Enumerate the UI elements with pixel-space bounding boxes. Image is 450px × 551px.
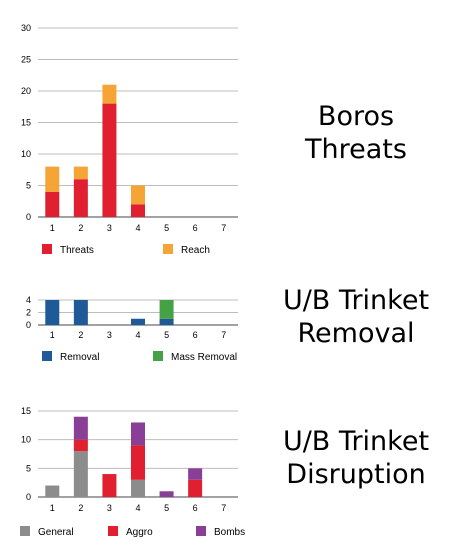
- bar-segment: [159, 300, 174, 319]
- bar-segment: [131, 479, 145, 497]
- legend-label: Threats: [60, 245, 94, 256]
- bar-segment: [73, 416, 88, 440]
- x-tick-label: 6: [193, 330, 198, 340]
- bar-segment: [188, 468, 203, 480]
- bar-segment: [131, 318, 145, 325]
- y-tick-label: 5: [26, 463, 31, 473]
- ub-trinket-removal-chart: 0 2 4 1 2 3 4 5 6 7 Removal Mass Removal: [26, 295, 238, 363]
- x-tick-label: 2: [78, 330, 83, 340]
- legend-swatch: [196, 526, 206, 536]
- title-line-1: Boros: [317, 101, 395, 132]
- bar-segment: [73, 451, 88, 497]
- bar-segment: [131, 445, 145, 480]
- bar-segment: [159, 491, 174, 497]
- legend-label: General: [38, 527, 74, 538]
- chart-title-ub-removal: U/B Trinket Removal: [262, 284, 450, 350]
- bar-segment: [131, 422, 145, 446]
- y-tick-label: 0: [26, 320, 31, 330]
- x-tick-label: 7: [221, 503, 226, 513]
- title-line-1: U/B Trinket: [282, 426, 430, 457]
- x-tick-label: 5: [164, 330, 169, 340]
- bar-segment: [102, 84, 117, 104]
- bar-segment: [131, 185, 145, 205]
- bar-segment: [102, 474, 117, 497]
- x-tick-label: 7: [221, 330, 226, 340]
- title-line-2: Threats: [305, 134, 407, 165]
- bar-segment: [45, 191, 60, 217]
- legend-label: Removal: [60, 352, 99, 363]
- legend-swatch: [153, 351, 163, 361]
- bar-segment: [159, 318, 174, 325]
- x-tick-label: 4: [135, 330, 140, 340]
- y-tick-label: 10: [21, 435, 31, 445]
- legend-swatch: [20, 526, 30, 536]
- legend-label: Aggro: [126, 527, 153, 538]
- bar-segment: [102, 103, 117, 217]
- x-tick-label: 6: [193, 503, 198, 513]
- y-tick-label: 30: [21, 23, 31, 33]
- ub-trinket-disruption-chart: 0 5 10 15 1 2 3 4 5 6 7 General Aggro Bombs: [20, 406, 245, 538]
- legend-swatch: [42, 244, 52, 254]
- x-tick-label: 1: [50, 223, 55, 233]
- legend-swatch: [163, 244, 173, 254]
- x-tick-label: 3: [107, 503, 112, 513]
- boros-threats-chart: 0 5 10 15 20 25 30 1 2 3 4 5 6 7 Threats Reach: [21, 23, 238, 256]
- title-line-2: Removal: [297, 318, 415, 349]
- y-tick-label: 15: [21, 118, 31, 128]
- x-tick-label: 6: [193, 223, 198, 233]
- x-tick-label: 3: [107, 223, 112, 233]
- y-tick-label: 0: [26, 212, 31, 222]
- legend-label: Mass Removal: [171, 352, 237, 363]
- x-tick-label: 4: [135, 503, 140, 513]
- y-tick-label: 5: [26, 181, 31, 191]
- x-tick-label: 4: [135, 223, 140, 233]
- title-line-2: Disruption: [286, 459, 426, 490]
- bar-segment: [73, 300, 88, 325]
- legend-swatch: [108, 526, 118, 536]
- bar-segment: [45, 300, 60, 325]
- bar-segment: [73, 166, 88, 180]
- chart-title-ub-disruption: U/B Trinket Disruption: [262, 425, 450, 491]
- bar-segment: [73, 179, 88, 217]
- y-tick-label: 25: [21, 55, 31, 65]
- title-line-1: U/B Trinket: [282, 285, 430, 316]
- x-tick-label: 2: [78, 503, 83, 513]
- bar-segment: [45, 166, 60, 192]
- x-tick-label: 1: [50, 503, 55, 513]
- legend-swatch: [42, 351, 52, 361]
- x-tick-label: 5: [164, 503, 169, 513]
- y-tick-label: 0: [26, 492, 31, 502]
- x-tick-label: 3: [107, 330, 112, 340]
- y-tick-label: 2: [26, 308, 31, 318]
- y-tick-label: 4: [26, 295, 31, 305]
- chart-title-boros-threats: Boros Threats: [262, 100, 450, 166]
- y-tick-label: 10: [21, 149, 31, 159]
- x-tick-label: 2: [78, 223, 83, 233]
- bar-segment: [188, 479, 203, 497]
- bar-segment: [73, 439, 88, 452]
- y-tick-label: 15: [21, 406, 31, 416]
- bar-segment: [45, 485, 60, 497]
- bar-segment: [131, 204, 145, 217]
- x-tick-label: 7: [221, 223, 226, 233]
- x-tick-label: 5: [164, 223, 169, 233]
- x-tick-label: 1: [50, 330, 55, 340]
- legend-label: Bombs: [214, 527, 245, 538]
- legend-label: Reach: [181, 245, 210, 256]
- y-tick-label: 20: [21, 86, 31, 96]
